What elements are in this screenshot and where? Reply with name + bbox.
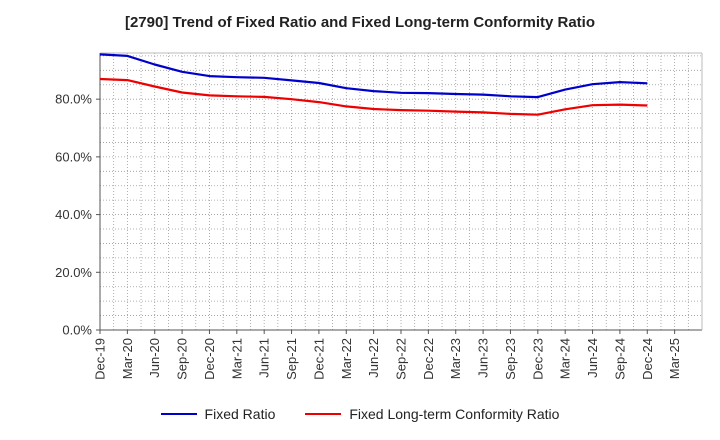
x-tick-label: Dec-24: [640, 338, 655, 380]
x-tick-label: Jun-22: [366, 338, 381, 378]
legend-label-fixed-ratio: Fixed Ratio: [204, 406, 276, 422]
y-tick-label: 40.0%: [55, 207, 92, 222]
x-tick-label: Sep-23: [503, 338, 518, 380]
x-tick-label: Mar-20: [120, 338, 135, 379]
x-tick-label: Jun-20: [147, 338, 162, 378]
x-tick-label: Jun-23: [476, 338, 491, 378]
legend-item-fixed-ratio: Fixed Ratio: [160, 406, 276, 422]
x-tick-label: Dec-23: [530, 338, 545, 380]
x-tick-label: Dec-22: [421, 338, 436, 380]
legend-swatch-fixed-long-term: [305, 413, 342, 415]
chart-title: [2790] Trend of Fixed Ratio and Fixed Lo…: [124, 14, 596, 31]
x-tick-label: Mar-25: [667, 338, 682, 379]
series-line-fixed-long-term: [99, 77, 648, 116]
y-tick-label: 80.0%: [55, 92, 92, 107]
legend: Fixed Ratio Fixed Long-term Conformity R…: [0, 406, 720, 422]
x-tick-label: Mar-22: [339, 338, 354, 379]
x-tick-label: Mar-21: [229, 338, 244, 379]
x-tick-label: Sep-24: [612, 338, 627, 380]
x-tick-label: Sep-20: [175, 338, 190, 380]
x-tick-label: Mar-23: [448, 338, 463, 379]
y-tick-label: 20.0%: [55, 265, 92, 280]
x-tick-label: Sep-21: [284, 338, 299, 380]
x-tick-label: Dec-19: [93, 338, 108, 380]
y-tick-label: 0.0%: [62, 323, 92, 338]
x-tick-label: Jun-21: [257, 338, 272, 378]
x-tick-label: Dec-20: [202, 338, 217, 380]
y-tick-label: 60.0%: [55, 149, 92, 164]
x-tick-label: Jun-24: [585, 338, 600, 378]
legend-label-fixed-long-term: Fixed Long-term Conformity Ratio: [349, 406, 560, 422]
series-line-fixed-ratio: [99, 53, 648, 99]
legend-item-fixed-long-term: Fixed Long-term Conformity Ratio: [305, 406, 559, 422]
legend-swatch-fixed-ratio: [160, 413, 197, 415]
x-tick-label: Mar-24: [558, 338, 573, 379]
x-tick-label: Sep-22: [394, 338, 409, 380]
x-tick-label: Dec-21: [311, 338, 326, 380]
